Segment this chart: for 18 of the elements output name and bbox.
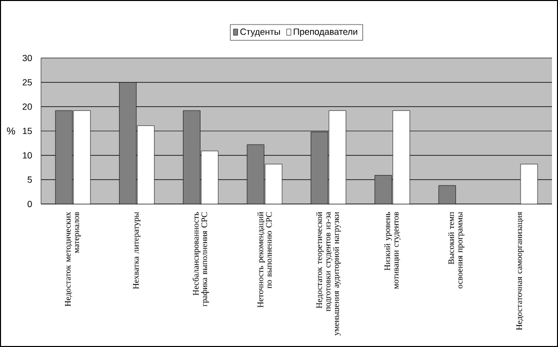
y-tick-label: 5	[28, 176, 32, 183]
y-tick-label: 10	[22, 152, 32, 159]
x-tick-label: Низкий уровень мотивации студентов	[384, 212, 400, 289]
x-tick-label: Нехватка литературы	[133, 212, 141, 289]
x-tick-label: Недостаточная самоорганизация	[516, 212, 524, 330]
y-tick-label: 25	[22, 79, 32, 86]
legend-label: Студенты	[240, 28, 280, 37]
x-tick-label: Недостаток теоретической подготовки студентов из-за уменьшения аудиторной нагрузки	[316, 212, 341, 336]
legend-label: Преподаватели	[294, 28, 358, 37]
y-tick-label: 30	[22, 54, 32, 62]
y-tick-label: 0	[28, 200, 32, 208]
y-tick-label: 15	[22, 128, 32, 134]
y-axis-title: %	[6, 128, 16, 134]
y-tick-label: 20	[22, 103, 32, 110]
x-tick-label: Несбалансированность графика выполнения СРС	[192, 212, 209, 306]
x-tick-label: Недостаток методических материалов	[65, 212, 81, 306]
x-tick-label: Неточность рекомендаций по выполнению СРС	[257, 212, 272, 308]
x-tick-label: Высокий темп освоения программы	[448, 212, 464, 288]
